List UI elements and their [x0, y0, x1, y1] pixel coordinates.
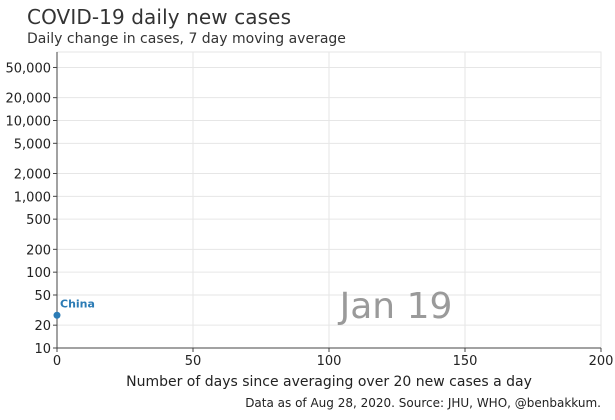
y-tick-label: 500 — [26, 213, 51, 228]
x-tick-label: 150 — [453, 354, 478, 369]
x-tick-label: 0 — [53, 354, 61, 369]
y-tick-label: 10,000 — [6, 114, 52, 129]
chart-subtitle: Daily change in cases, 7 day moving aver… — [27, 31, 346, 47]
chart-title: COVID-19 daily new cases — [27, 5, 292, 29]
chart-axes: 1020501002005001,0002,0005,00010,00020,0… — [6, 52, 614, 369]
x-tick-label: 50 — [185, 354, 202, 369]
series-label-china: China — [60, 297, 95, 310]
y-tick-label: 50 — [34, 289, 51, 304]
y-tick-label: 10 — [34, 342, 51, 357]
y-tick-label: 100 — [26, 266, 51, 281]
chart-marks: China — [53, 297, 95, 319]
data-point-china — [53, 311, 61, 319]
y-tick-label: 5,000 — [14, 137, 51, 152]
y-tick-label: 20 — [34, 319, 51, 334]
y-tick-label: 200 — [26, 243, 51, 258]
y-tick-label: 50,000 — [6, 61, 52, 76]
date-overlay-label: Jan 19 — [338, 286, 453, 327]
y-tick-label: 1,000 — [14, 190, 51, 205]
chart-grid — [56, 51, 602, 349]
y-tick-label: 20,000 — [6, 92, 52, 107]
source-note: Data as of Aug 28, 2020. Source: JHU, WH… — [245, 396, 601, 410]
x-tick-label: 100 — [317, 354, 342, 369]
x-axis-label: Number of days since averaging over 20 n… — [126, 374, 532, 390]
x-tick-label: 200 — [589, 354, 614, 369]
y-tick-label: 2,000 — [14, 167, 51, 182]
